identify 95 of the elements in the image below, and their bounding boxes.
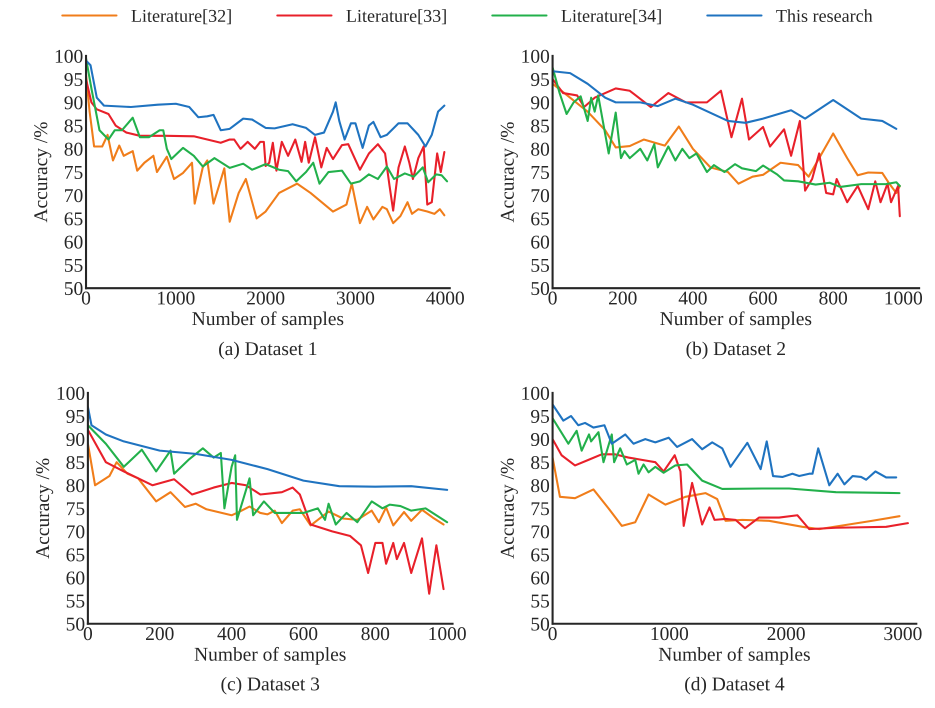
text: (a) Dataset 1 (219, 342, 316, 360)
y-tick-label: 50 (531, 282, 550, 296)
x-axis-title: Number of samples (658, 646, 810, 665)
line-series (552, 66, 901, 188)
legend-label: Literature[33] (346, 9, 446, 24)
y-tick-label: 80 (64, 142, 82, 156)
x-tick-label: 1000 (886, 291, 922, 305)
y-axis-title: Accuracy /% (36, 458, 54, 559)
y-tick-label: 75 (532, 166, 550, 179)
y-tick-label: 90 (530, 432, 550, 446)
legend-label: Literature[32] (131, 9, 231, 24)
line-series (88, 424, 448, 526)
y-tick-label: 100 (56, 50, 82, 63)
y-tick-label: 95 (64, 73, 82, 86)
y-tick-label: 65 (531, 548, 550, 562)
x-tick-label: 800 (819, 291, 848, 305)
x-tick-label: 600 (749, 291, 777, 305)
y-axis-title: Accuracy /% (500, 122, 518, 222)
line-series (88, 406, 448, 491)
x-tick-label: 2000 (768, 627, 805, 640)
y-tick-label: 80 (531, 479, 550, 492)
y-tick-label: 75 (66, 502, 84, 516)
x-tick-label: 200 (146, 627, 174, 640)
y-tick-label: 50 (531, 618, 550, 631)
y-tick-label: 95 (66, 410, 84, 423)
y-tick-label: 95 (530, 410, 550, 423)
x-tick-label: 400 (678, 291, 707, 305)
legend-label: This research (776, 9, 872, 22)
y-tick-label: 85 (66, 456, 84, 470)
y-tick-label: 60 (64, 236, 82, 249)
x-tick-label: 4000 (426, 291, 464, 305)
x-tick-label: 3000 (336, 291, 374, 305)
x-axis-title: Number of samples (192, 311, 344, 330)
y-tick-label: 55 (64, 258, 82, 272)
x-axis-title: Number of samples (660, 311, 812, 330)
y-tick-label: 55 (531, 258, 550, 272)
x-tick-label: 1000 (429, 627, 466, 640)
y-tick-label: 65 (531, 212, 550, 226)
y-tick-label: 55 (66, 594, 84, 608)
text: (d) Dataset 4 (685, 676, 784, 694)
y-tick-label: 90 (66, 432, 84, 446)
x-tick-label: 3000 (884, 627, 922, 640)
y-tick-label: 100 (58, 386, 84, 400)
y-tick-label: 60 (531, 236, 550, 249)
line-series (552, 78, 901, 218)
line-series (88, 428, 445, 595)
y-tick-label: 60 (66, 571, 84, 585)
y-tick-label: 65 (64, 212, 82, 226)
y-tick-label: 80 (66, 479, 84, 492)
x-tick-label: 400 (217, 627, 246, 640)
y-tick-label: 50 (64, 282, 82, 296)
x-axis-title: Number of samples (194, 646, 346, 665)
line-series (552, 456, 901, 530)
y-tick-label: 100 (522, 50, 550, 63)
y-axis-title: Accuracy /% (34, 122, 52, 222)
text: (b) Dataset 2 (686, 342, 785, 360)
y-tick-label: 70 (66, 525, 84, 538)
x-tick-label: 600 (290, 627, 318, 640)
x-tick-label: 0 (548, 291, 557, 305)
x-tick-label: 0 (82, 291, 90, 305)
line-series (552, 70, 898, 130)
text: (c) Dataset 3 (221, 676, 320, 694)
x-tick-label: 2000 (247, 291, 284, 305)
line-series (552, 438, 909, 530)
y-axis-title: Accuracy /% (500, 458, 518, 559)
y-tick-label: 85 (531, 456, 550, 470)
legend-label: Literature[34] (561, 9, 661, 24)
y-tick-label: 70 (532, 189, 550, 202)
line-series (552, 403, 898, 486)
line-series (86, 60, 446, 149)
x-tick-label: 800 (361, 627, 390, 640)
y-tick-label: 70 (532, 525, 550, 538)
y-tick-label: 65 (66, 548, 84, 562)
line-series (86, 57, 448, 185)
y-tick-label: 90 (64, 96, 82, 110)
line-series (552, 82, 901, 194)
x-tick-label: 0 (84, 627, 92, 640)
x-tick-label: 200 (609, 291, 637, 305)
line-series (552, 417, 901, 494)
y-tick-label: 55 (531, 594, 550, 608)
y-tick-label: 85 (531, 119, 550, 133)
y-tick-label: 80 (531, 142, 550, 156)
line-series (88, 442, 445, 526)
y-tick-label: 75 (65, 166, 82, 179)
y-tick-label: 100 (522, 386, 550, 400)
x-tick-label: 0 (548, 627, 557, 640)
y-tick-label: 50 (66, 618, 84, 631)
y-tick-label: 85 (64, 119, 82, 133)
y-tick-label: 60 (531, 571, 550, 585)
y-tick-label: 90 (530, 96, 550, 110)
y-tick-label: 75 (532, 502, 550, 516)
y-tick-label: 95 (530, 73, 550, 86)
x-tick-label: 1000 (158, 291, 195, 305)
y-tick-label: 70 (65, 189, 82, 202)
x-tick-label: 1000 (652, 627, 688, 640)
